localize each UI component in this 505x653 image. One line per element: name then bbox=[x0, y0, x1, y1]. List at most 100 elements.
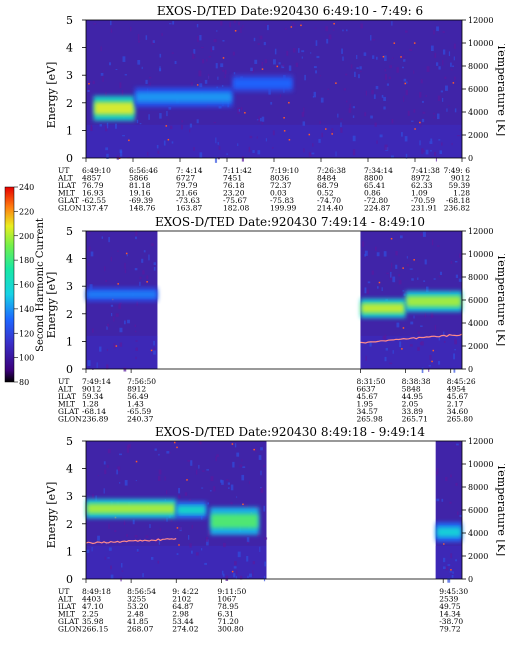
speckle bbox=[129, 26, 132, 32]
speckle bbox=[117, 466, 121, 471]
speckle bbox=[206, 58, 208, 62]
speckle bbox=[384, 68, 387, 72]
speckle bbox=[303, 107, 305, 114]
band-core bbox=[361, 303, 405, 314]
speckle bbox=[241, 156, 244, 162]
colorbar-tick-label: 180 bbox=[19, 256, 34, 265]
table-cell: 6.31 bbox=[217, 610, 234, 619]
speckle bbox=[455, 274, 459, 278]
speckle bbox=[376, 140, 378, 144]
table-cell: 8:31:50 bbox=[356, 377, 385, 386]
speckle bbox=[132, 519, 135, 525]
speckle bbox=[450, 553, 453, 559]
speckle bbox=[335, 151, 337, 157]
table-cell: 137.47 bbox=[82, 204, 108, 213]
speckle bbox=[386, 297, 389, 300]
speckle bbox=[373, 94, 376, 99]
colorbar bbox=[4, 186, 15, 383]
speckle bbox=[430, 138, 433, 142]
speckle bbox=[424, 259, 427, 265]
speckle bbox=[221, 85, 224, 87]
speckle bbox=[105, 147, 109, 151]
speckle bbox=[403, 293, 406, 296]
speckle bbox=[216, 30, 218, 32]
speckle bbox=[153, 340, 155, 346]
speckle bbox=[278, 62, 281, 65]
speckle bbox=[107, 323, 110, 327]
speckle bbox=[438, 337, 441, 341]
panel-3-y2label: Temperature [K] bbox=[495, 464, 505, 556]
speckle bbox=[354, 71, 356, 78]
speckle bbox=[241, 459, 243, 462]
speckle bbox=[127, 319, 130, 324]
speckle bbox=[220, 20, 223, 26]
table-row-label: GLON bbox=[58, 204, 82, 213]
speckle bbox=[298, 48, 300, 53]
speckle bbox=[388, 76, 391, 80]
speckle bbox=[260, 487, 264, 493]
y2tick-label: 12000 bbox=[468, 16, 493, 25]
speckle bbox=[375, 85, 379, 90]
speckle bbox=[106, 348, 108, 352]
speckle bbox=[259, 35, 263, 40]
speckle bbox=[97, 535, 100, 541]
speckle bbox=[401, 132, 403, 137]
speckle bbox=[358, 74, 360, 79]
ytick-label: 2 bbox=[66, 97, 73, 110]
speckle bbox=[139, 281, 141, 286]
speckle bbox=[88, 263, 90, 266]
table-cell: 62.33 bbox=[411, 181, 433, 190]
speckle bbox=[392, 57, 394, 60]
table-cell: 8912 bbox=[127, 385, 146, 394]
table-cell: 34.57 bbox=[356, 407, 378, 416]
table-cell: 1.28 bbox=[82, 400, 99, 409]
speckle bbox=[159, 528, 162, 532]
panel-3-title: EXOS-D/TED Date:920430 8:49:18 - 9:49:14 bbox=[155, 425, 425, 439]
speckle bbox=[441, 498, 444, 502]
speckle bbox=[106, 122, 109, 129]
speckle bbox=[263, 41, 266, 46]
speckle bbox=[443, 557, 446, 563]
table-cell: 265.71 bbox=[402, 415, 428, 424]
speckle bbox=[453, 56, 455, 61]
speckle bbox=[301, 56, 303, 59]
speckle bbox=[110, 20, 112, 26]
speckle bbox=[242, 466, 246, 468]
speckle bbox=[260, 470, 262, 476]
panel-2-y2label: Temperature [K] bbox=[495, 254, 505, 346]
speckle bbox=[201, 487, 204, 489]
speckle bbox=[435, 62, 439, 66]
speckle bbox=[454, 349, 456, 351]
speckle bbox=[241, 474, 245, 481]
noise-dot bbox=[288, 101, 290, 104]
panel-2-ylabel: Energy [eV] bbox=[45, 272, 58, 339]
ytick-label: 0 bbox=[66, 363, 73, 376]
speckle bbox=[217, 76, 219, 80]
noise-dot bbox=[261, 68, 264, 70]
speckle bbox=[153, 262, 156, 266]
y2tick-label: 6000 bbox=[468, 296, 488, 305]
speckle bbox=[399, 235, 403, 239]
speckle bbox=[225, 575, 229, 582]
speckle bbox=[200, 46, 204, 49]
speckle bbox=[118, 303, 121, 309]
speckle bbox=[449, 571, 453, 573]
noise-dot bbox=[128, 139, 130, 142]
speckle bbox=[143, 250, 146, 253]
ytick-label: 3 bbox=[66, 69, 73, 82]
speckle bbox=[345, 100, 348, 103]
speckle bbox=[119, 149, 123, 154]
speckle bbox=[148, 114, 150, 120]
table-row-label: UT bbox=[58, 166, 69, 175]
colorbar-tick-label: 200 bbox=[19, 232, 34, 241]
table-cell: 4857 bbox=[82, 174, 101, 183]
table-cell: 268.07 bbox=[127, 625, 153, 634]
speckle bbox=[342, 29, 344, 32]
speckle bbox=[108, 523, 110, 529]
speckle bbox=[202, 470, 205, 472]
speckle bbox=[90, 251, 94, 257]
speckle bbox=[120, 150, 123, 157]
speckle bbox=[327, 88, 330, 90]
speckle bbox=[123, 367, 127, 372]
speckle bbox=[239, 464, 243, 468]
